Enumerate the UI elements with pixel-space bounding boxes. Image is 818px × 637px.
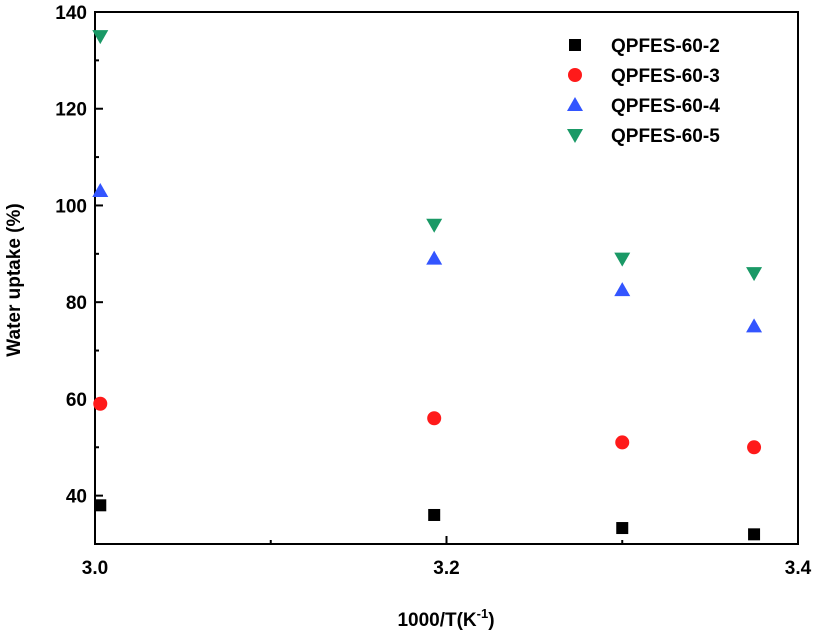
tick-labels: 3.0 3.2 3.4 40 60 80 100 120 140	[55, 3, 811, 579]
legend-item: QPFES-60-3	[568, 66, 720, 87]
legend-marker-qpfes-60-5	[567, 129, 583, 143]
legend-marker-qpfes-60-4	[567, 97, 583, 111]
data-point-qpfes-60-4	[426, 250, 443, 265]
y-tick-label: 40	[66, 487, 87, 508]
y-tick-label: 120	[55, 100, 87, 121]
data-point-qpfes-60-3	[615, 435, 630, 450]
data-point-qpfes-60-5	[426, 218, 443, 233]
data-point-qpfes-60-3	[747, 440, 762, 455]
data-point-qpfes-60-4	[614, 282, 631, 297]
legend-item: QPFES-60-2	[569, 36, 720, 57]
x-tick-label: 3.2	[433, 558, 459, 579]
y-tick-label: 80	[66, 293, 87, 314]
legend: QPFES-60-2 QPFES-60-3 QPFES-60-4 QPFES-60-5	[567, 36, 720, 147]
axis-ticks	[94, 11, 799, 545]
legend-marker-qpfes-60-3	[568, 68, 582, 82]
data-point-qpfes-60-2	[616, 522, 629, 535]
x-axis-title: 1000/T(K-1)	[397, 606, 494, 631]
y-tick-label: 60	[66, 390, 87, 411]
legend-label: QPFES-60-4	[611, 96, 720, 117]
data-markers	[92, 30, 763, 541]
data-point-qpfes-60-3	[93, 396, 108, 411]
y-axis-title: Water uptake (%)	[4, 203, 25, 356]
legend-label: QPFES-60-2	[611, 36, 720, 57]
x-tick-label: 3.4	[785, 558, 812, 579]
data-point-qpfes-60-2	[748, 528, 761, 541]
data-point-qpfes-60-5	[614, 252, 631, 267]
data-point-qpfes-60-5	[92, 30, 109, 45]
data-point-qpfes-60-3	[427, 411, 442, 426]
legend-item: QPFES-60-5	[567, 126, 720, 147]
y-tick-label: 100	[55, 196, 87, 217]
data-point-qpfes-60-5	[746, 267, 763, 282]
x-tick-label: 3.0	[82, 558, 108, 579]
data-point-qpfes-60-4	[92, 182, 109, 197]
data-point-qpfes-60-2	[428, 508, 441, 521]
y-tick-label: 140	[55, 3, 87, 24]
data-point-qpfes-60-2	[94, 499, 107, 512]
legend-marker-qpfes-60-2	[569, 39, 581, 51]
legend-label: QPFES-60-3	[611, 66, 720, 87]
legend-item: QPFES-60-4	[567, 96, 720, 117]
plot-frame	[94, 11, 799, 545]
legend-label: QPFES-60-5	[611, 126, 720, 147]
data-point-qpfes-60-4	[746, 318, 763, 333]
